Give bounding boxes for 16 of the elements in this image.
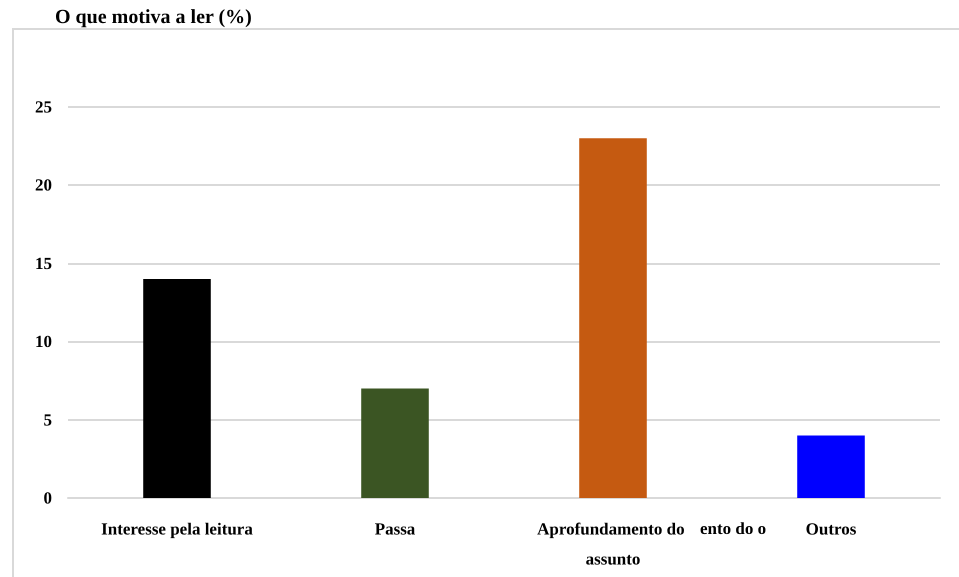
x-tick-label: Passa — [374, 520, 416, 538]
text: ento do o — [700, 519, 766, 538]
y-tick-label: 10 — [35, 332, 52, 352]
x-tick-label: Outros — [806, 520, 857, 538]
x-tick-label: Aprofundamento do assunto — [537, 520, 689, 568]
y-tick-label: 0 — [44, 488, 52, 508]
bar — [361, 388, 429, 498]
chart-title: O que motiva a ler (%) — [55, 6, 252, 28]
y-tick-label: 20 — [35, 176, 52, 195]
y-tick-label: 15 — [35, 254, 52, 273]
y-tick-label: 5 — [44, 410, 52, 430]
bar — [579, 138, 647, 498]
x-tick-label: Interesse pela leitura — [101, 520, 254, 538]
bar — [797, 435, 865, 498]
y-tick-label: 25 — [35, 98, 52, 116]
bar — [143, 279, 211, 498]
